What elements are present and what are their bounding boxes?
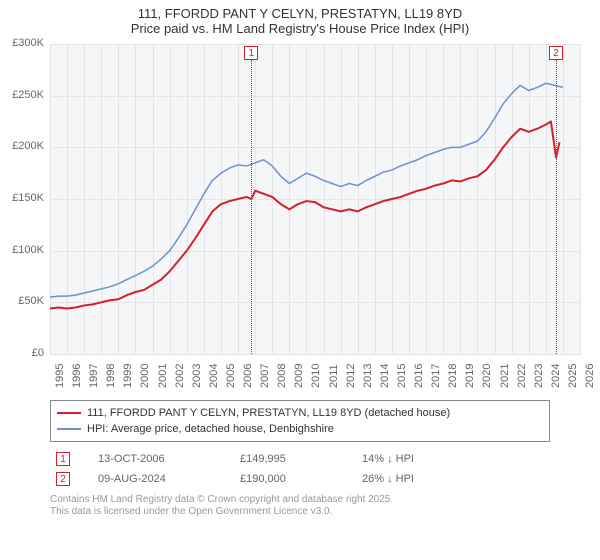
- tx-price: £190,000: [236, 470, 356, 488]
- x-tick-label: 2016: [413, 364, 425, 388]
- tx-date: 09-AUG-2024: [94, 470, 234, 488]
- chart-area: £0£50K£100K£150K£200K£250K£300K199519961…: [0, 36, 600, 396]
- x-tick-label: 2022: [516, 364, 528, 388]
- x-tick-label: 2014: [379, 364, 391, 388]
- tx-marker: 1: [56, 452, 70, 466]
- x-tick-label: 2019: [464, 364, 476, 388]
- legend-row-hpi: HPI: Average price, detached house, Denb…: [57, 421, 543, 437]
- legend-row-price_paid: 111, FFORDD PANT Y CELYN, PRESTATYN, LL1…: [57, 405, 543, 421]
- x-tick-label: 1999: [122, 364, 134, 388]
- x-tick-label: 2011: [328, 364, 340, 388]
- tx-date: 13-OCT-2006: [94, 450, 234, 468]
- series-hpi: [50, 83, 563, 297]
- tx-price: £149,995: [236, 450, 356, 468]
- x-tick-label: 1998: [105, 364, 117, 388]
- x-tick-label: 2010: [310, 364, 322, 388]
- x-tick-label: 2000: [139, 364, 151, 388]
- x-tick-label: 2018: [447, 364, 459, 388]
- x-tick-label: 2020: [481, 364, 493, 388]
- marker-line-2: [556, 60, 557, 354]
- legend-label: 111, FFORDD PANT Y CELYN, PRESTATYN, LL1…: [87, 407, 450, 419]
- tx-delta: 14% ↓ HPI: [358, 450, 548, 468]
- attribution: Contains HM Land Registry data © Crown c…: [50, 494, 550, 518]
- x-tick-label: 2017: [430, 364, 442, 388]
- x-tick-label: 2024: [550, 364, 562, 388]
- x-tick-label: 2009: [293, 364, 305, 388]
- attribution-line2: This data is licensed under the Open Gov…: [50, 506, 550, 518]
- tx-delta: 26% ↓ HPI: [358, 470, 548, 488]
- tx-marker: 2: [56, 472, 70, 486]
- x-tick-label: 2004: [208, 364, 220, 388]
- transaction-row: 1 13-OCT-2006£149,99514% ↓ HPI: [52, 450, 548, 468]
- attribution-line1: Contains HM Land Registry data © Crown c…: [50, 494, 550, 506]
- x-tick-label: 2015: [396, 364, 408, 388]
- legend-label: HPI: Average price, detached house, Denb…: [87, 423, 334, 435]
- transaction-row: 2 09-AUG-2024£190,00026% ↓ HPI: [52, 470, 548, 488]
- x-tick-label: 2003: [191, 364, 203, 388]
- x-tick-label: 2021: [499, 364, 511, 388]
- x-tick-label: 2002: [174, 364, 186, 388]
- x-tick-label: 2012: [345, 364, 357, 388]
- x-tick-label: 1995: [54, 364, 66, 388]
- legend-swatch: [57, 428, 81, 430]
- marker-box-2: 2: [549, 46, 563, 60]
- title-line1: 111, FFORDD PANT Y CELYN, PRESTATYN, LL1…: [0, 6, 600, 21]
- x-tick-label: 2025: [567, 364, 579, 388]
- x-tick-label: 1996: [71, 364, 83, 388]
- footer: 111, FFORDD PANT Y CELYN, PRESTATYN, LL1…: [0, 396, 600, 518]
- marker-line-1: [251, 60, 252, 354]
- series-svg: [0, 36, 600, 359]
- x-tick-label: 2023: [533, 364, 545, 388]
- chart-title-block: 111, FFORDD PANT Y CELYN, PRESTATYN, LL1…: [0, 0, 600, 36]
- transactions-table: 1 13-OCT-2006£149,99514% ↓ HPI 2 09-AUG-202…: [50, 448, 550, 490]
- x-tick-label: 1997: [88, 364, 100, 388]
- x-tick-label: 2007: [259, 364, 271, 388]
- x-tick-label: 2026: [584, 364, 596, 388]
- title-line2: Price paid vs. HM Land Registry's House …: [0, 21, 600, 36]
- legend-swatch: [57, 412, 81, 414]
- legend-box: 111, FFORDD PANT Y CELYN, PRESTATYN, LL1…: [50, 400, 550, 442]
- x-tick-label: 2013: [362, 364, 374, 388]
- x-tick-label: 2001: [157, 364, 169, 388]
- x-tick-label: 2008: [276, 364, 288, 388]
- marker-box-1: 1: [244, 46, 258, 60]
- x-tick-label: 2005: [225, 364, 237, 388]
- x-tick-label: 2006: [242, 364, 254, 388]
